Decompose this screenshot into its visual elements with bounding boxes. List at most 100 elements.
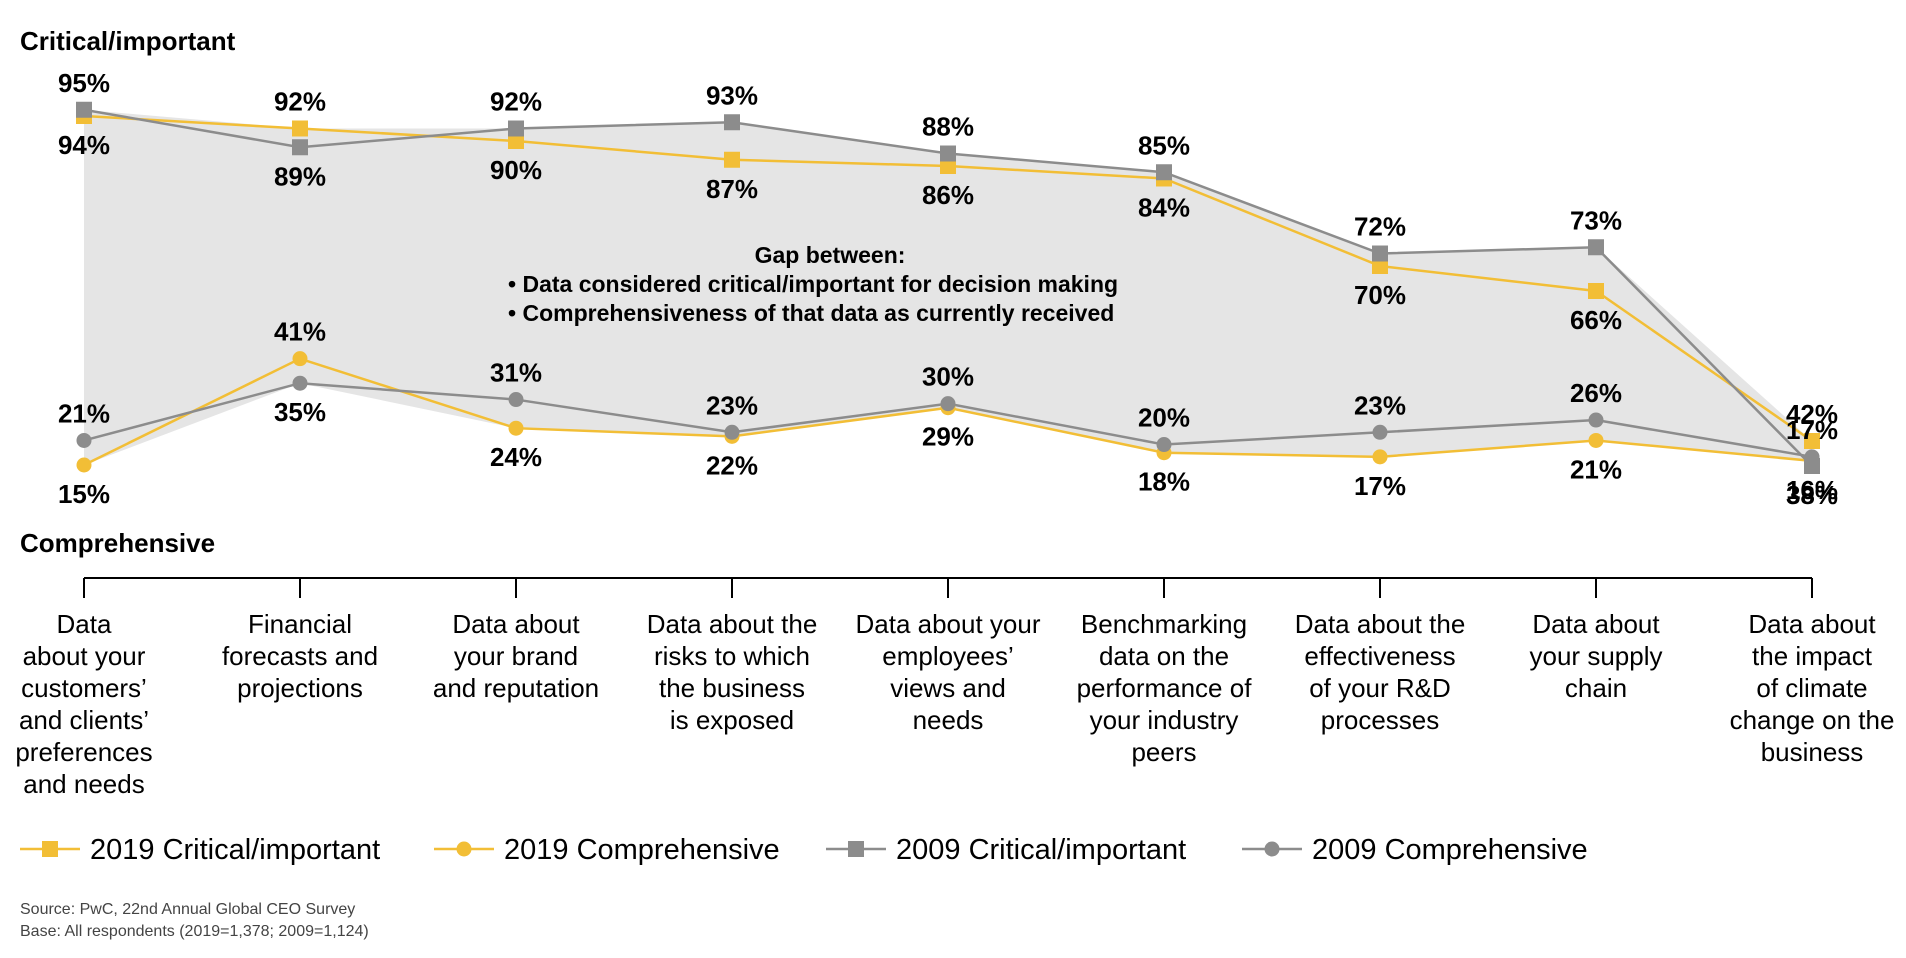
category-labels: Data about your customers’ and clients’ pref…: [15, 609, 1894, 799]
category-label: Data about the impact of climate change on …: [1730, 609, 1895, 767]
legend-label: 2009 Critical/important: [896, 834, 1186, 866]
base-note: Base: All respondents (2019=1,378; 2009=…: [20, 923, 369, 940]
data-point-2009-critical-important: [508, 120, 524, 137]
category-axis: [83, 577, 1813, 598]
legend-marker: [456, 841, 472, 857]
legend-marker: [848, 841, 864, 857]
comprehensive-heading: Comprehensive: [20, 528, 215, 558]
value-label-2009-comprehensive: 20%: [1138, 403, 1190, 433]
category-label: Data about your customers’ and clients’ pref…: [15, 609, 152, 799]
value-label-2019-critical-important: 70%: [1354, 280, 1406, 310]
value-label-2019-critical-important: 92%: [274, 87, 326, 117]
value-label-2009-critical-important: 92%: [490, 87, 542, 117]
value-label-2019-comprehensive: 18%: [1138, 467, 1190, 497]
data-point-2009-critical-important: [724, 114, 740, 131]
value-label-2019-critical-important: 86%: [922, 180, 974, 210]
legend: 2019 Critical/important 2019 Comprehensiv…: [20, 834, 1588, 866]
value-label-2009-comprehensive: 23%: [706, 390, 758, 420]
value-label-2009-critical-important: 93%: [706, 80, 758, 110]
data-point-2019-critical-important: [1372, 258, 1388, 274]
category-label: Data about your supply chain: [1530, 609, 1663, 703]
data-point-2009-comprehensive: [1588, 412, 1604, 428]
value-label-2019-comprehensive: 17%: [1354, 471, 1406, 501]
value-label-2019-comprehensive: 24%: [490, 442, 542, 472]
series-markers: [76, 101, 1820, 474]
gap-bullet-2: • Comprehensiveness of that data as curr…: [508, 300, 1114, 326]
category-label: Benchmarking data on the performance of you…: [1077, 609, 1253, 767]
data-point-2009-critical-important: [1156, 164, 1172, 181]
gap-item-2: Comprehensiveness of that data as curren…: [522, 300, 1114, 326]
value-label-2009-critical-important: 89%: [274, 161, 326, 191]
legend-label: 2019 Critical/important: [90, 834, 380, 866]
value-label-2009-comprehensive: 31%: [490, 358, 542, 388]
value-label-2009-comprehensive: 30%: [922, 362, 974, 392]
gap-item-1: Data considered critical/important for d…: [522, 271, 1118, 297]
category-label: Data about your employees’ views and needs: [855, 609, 1040, 735]
legend-label: 2009 Comprehensive: [1312, 834, 1588, 866]
value-label-2009-critical-important: 73%: [1570, 205, 1622, 235]
data-point-2009-comprehensive: [1372, 424, 1388, 440]
data-point-2009-comprehensive: [292, 375, 308, 391]
value-label-2009-critical-important: 85%: [1138, 130, 1190, 160]
critical-heading: Critical/important: [20, 26, 236, 56]
value-label-2019-comprehensive: 16%: [1786, 475, 1838, 505]
data-point-2019-comprehensive: [508, 420, 524, 436]
data-point-2009-comprehensive: [1156, 437, 1172, 453]
value-label-2019-comprehensive: 22%: [706, 450, 758, 480]
data-point-2019-comprehensive: [1372, 449, 1388, 465]
data-point-2019-critical-important: [940, 158, 956, 174]
gap-title: Gap between:: [755, 242, 906, 268]
value-label-2009-comprehensive: 35%: [274, 397, 326, 427]
category-label: Data about your brand and reputation: [433, 609, 599, 703]
data-point-2009-critical-important: [76, 101, 92, 118]
value-label-2009-critical-important: 95%: [58, 68, 110, 98]
data-point-2019-critical-important: [1804, 433, 1820, 449]
value-label-2009-comprehensive: 26%: [1570, 378, 1622, 408]
category-label: Data about the effectiveness of your R&D pr…: [1295, 609, 1466, 735]
value-labels: 95% 94% 92% 89% 92% 90% 93% 87% 88% 86% 85% 84% 72% 7…: [58, 68, 1838, 510]
data-point-2019-critical-important: [1588, 283, 1604, 299]
legend-marker: [1264, 841, 1280, 857]
value-label-2019-comprehensive: 21%: [1570, 454, 1622, 484]
source-note: Source: PwC, 22nd Annual Global CEO Surv…: [20, 901, 355, 918]
value-label-2009-comprehensive: 23%: [1354, 390, 1406, 420]
data-point-2009-comprehensive: [1804, 449, 1820, 465]
value-label-2019-critical-important: 87%: [706, 174, 758, 204]
data-point-2009-comprehensive: [508, 392, 524, 408]
data-point-2019-comprehensive: [292, 351, 308, 367]
data-point-2009-critical-important: [1372, 245, 1388, 262]
value-label-2019-critical-important: 42%: [1786, 399, 1838, 429]
data-point-2009-comprehensive: [724, 424, 740, 440]
value-label-2009-critical-important: 72%: [1354, 212, 1406, 242]
data-point-2019-critical-important: [724, 151, 740, 168]
data-point-2019-critical-important: [292, 120, 308, 137]
data-point-2009-critical-important: [292, 139, 308, 156]
gap-annotation: Gap between: • Data considered critical/…: [508, 242, 1118, 326]
value-label-2009-critical-important: 88%: [922, 112, 974, 142]
data-point-2009-comprehensive: [76, 432, 92, 448]
data-point-2019-comprehensive: [76, 457, 92, 473]
gap-area-fill: [84, 109, 1812, 465]
value-label-2019-critical-important: 90%: [490, 155, 542, 185]
gap-area: [84, 109, 1812, 465]
value-label-2009-comprehensive: 21%: [58, 398, 110, 428]
legend-marker: [42, 841, 58, 857]
value-label-2009-comprehensive: 17%: [1786, 415, 1838, 445]
data-point-2009-comprehensive: [940, 396, 956, 412]
category-label: Financial forecasts and projections: [222, 609, 378, 703]
value-label-2019-comprehensive: 41%: [274, 317, 326, 347]
data-point-2019-comprehensive: [1588, 432, 1604, 448]
gap-bullet-1: • Data considered critical/important for…: [508, 271, 1118, 297]
value-label-2009-critical-important: 38%: [1786, 480, 1838, 510]
data-point-2009-critical-important: [940, 145, 956, 162]
legend-label: 2019 Comprehensive: [504, 834, 780, 866]
category-label: Data about the risks to which the business…: [647, 609, 818, 735]
data-point-2019-critical-important: [508, 133, 524, 149]
value-label-2019-comprehensive: 29%: [922, 422, 974, 452]
value-label-2019-critical-important: 94%: [58, 130, 110, 160]
value-label-2019-critical-important: 66%: [1570, 305, 1622, 335]
value-label-2019-comprehensive: 15%: [58, 479, 110, 509]
value-label-2019-critical-important: 84%: [1138, 193, 1190, 223]
data-point-2009-critical-important: [1588, 239, 1604, 256]
